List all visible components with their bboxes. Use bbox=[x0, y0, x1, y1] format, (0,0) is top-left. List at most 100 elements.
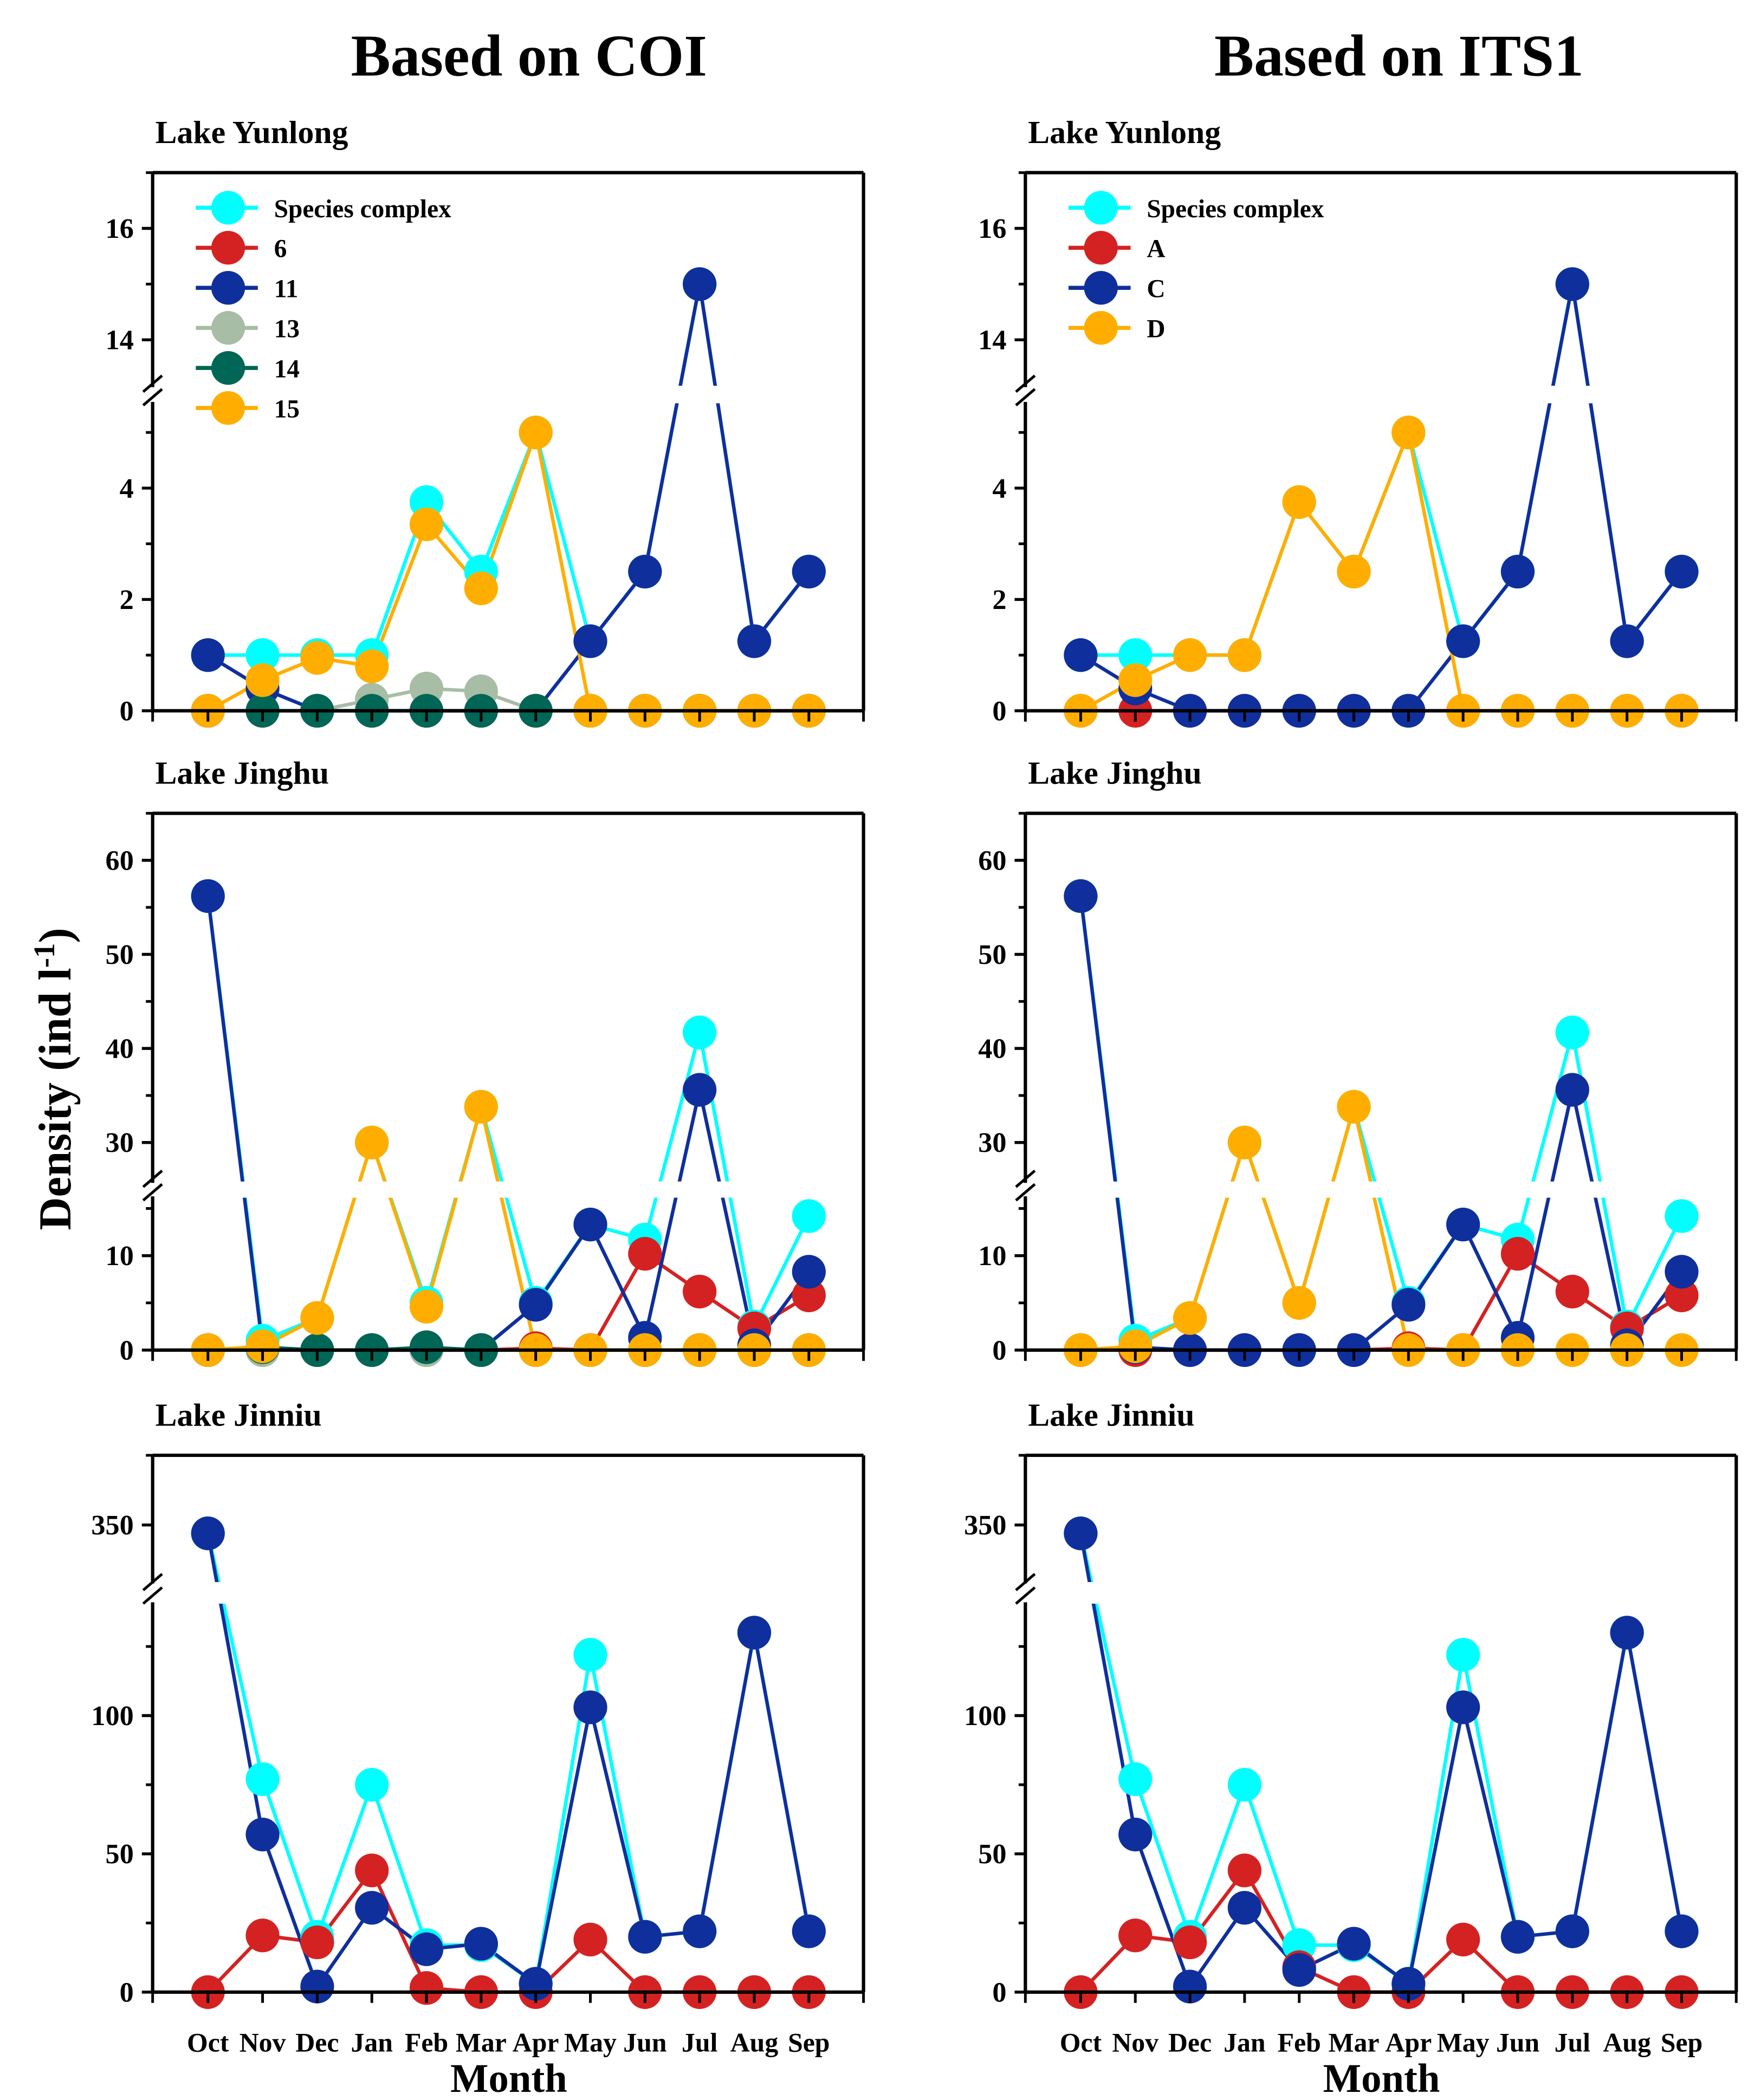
data-point-15 bbox=[409, 1289, 444, 1324]
legend-marker bbox=[1084, 311, 1118, 345]
legend-label: 15 bbox=[274, 395, 300, 423]
data-point-c bbox=[1446, 624, 1480, 658]
x-tick-label: Feb bbox=[1278, 2027, 1321, 2057]
data-point-d bbox=[1391, 416, 1426, 450]
data-point-c bbox=[1064, 1516, 1098, 1551]
axis-break-gap bbox=[1028, 1582, 1734, 1604]
y-tick-label: 100 bbox=[964, 1700, 1006, 1732]
data-point-15 bbox=[519, 416, 553, 450]
y-tick-label: 60 bbox=[106, 845, 134, 876]
lake-title: Lake Jinniu bbox=[1028, 1397, 1194, 1433]
x-tick-label: Dec bbox=[1168, 2027, 1212, 2057]
data-point-a bbox=[1227, 1853, 1261, 1888]
data-point-6 bbox=[683, 1274, 717, 1308]
axis-break-mark bbox=[1015, 1169, 1036, 1188]
data-point-11 bbox=[683, 1914, 717, 1948]
data-point-d bbox=[1282, 1286, 1316, 1320]
panel-its1-row0: Lake Yunlong 0 2 4 14 16 Species complex ACD bbox=[978, 114, 1738, 728]
x-tick-label: Sep bbox=[1661, 2027, 1703, 2057]
legend-marker bbox=[211, 351, 245, 385]
legend-label: D bbox=[1147, 315, 1165, 343]
data-point-a bbox=[1665, 1278, 1699, 1312]
legend-label: Species complex bbox=[1147, 195, 1324, 223]
data-point-11 bbox=[792, 1255, 826, 1289]
data-point-11 bbox=[573, 624, 607, 658]
y-tick-label: 14 bbox=[106, 325, 134, 356]
axis-break-mark bbox=[142, 374, 163, 393]
data-point-11 bbox=[628, 1920, 662, 1954]
data-point-species-complex bbox=[245, 1762, 280, 1797]
data-point-d bbox=[1337, 1090, 1371, 1124]
data-point-species-complex bbox=[1118, 1762, 1153, 1797]
x-tick-label: Nov bbox=[1112, 2027, 1158, 2057]
y-tick-label: 0 bbox=[992, 1334, 1006, 1366]
data-point-d bbox=[1227, 638, 1261, 672]
axis-break-mark bbox=[142, 1183, 163, 1202]
y-tick-label: 0 bbox=[120, 695, 134, 727]
data-point-11 bbox=[245, 1817, 280, 1852]
lake-title: Lake Yunlong bbox=[156, 114, 348, 150]
y-tick-label: 4 bbox=[992, 472, 1006, 504]
y-tick-label: 10 bbox=[106, 1240, 134, 1272]
data-point-d bbox=[1282, 485, 1316, 519]
lake-title: Lake Yunlong bbox=[1028, 114, 1221, 150]
data-point-11 bbox=[191, 879, 225, 913]
data-point-c bbox=[1391, 1288, 1426, 1322]
data-point-c bbox=[1610, 1616, 1644, 1650]
data-point-species-complex bbox=[683, 1015, 717, 1049]
y-tick-label: 4 bbox=[120, 472, 134, 504]
data-point-15 bbox=[409, 507, 444, 541]
axis-break-mark bbox=[1015, 1183, 1036, 1202]
legend-label: 6 bbox=[274, 235, 287, 263]
panel-coi-row0: Lake Yunlong 0 2 4 14 16 Species complex 6 11 13 1… bbox=[106, 114, 865, 728]
series-line-a bbox=[1080, 1251, 1683, 1352]
axis-break-mark bbox=[142, 1586, 163, 1605]
y-axis-label: Density (ind l-1) bbox=[28, 928, 81, 1230]
data-point-c bbox=[1500, 554, 1535, 589]
data-point-d bbox=[1118, 663, 1153, 697]
panel-coi-row2: Lake Jinniu 0 50 100 350 Oct Nov Dec Jan Feb Mar Ap… bbox=[91, 1397, 865, 2057]
data-point-c bbox=[1227, 1891, 1261, 1925]
lake-title: Lake Jinghu bbox=[156, 755, 329, 790]
series-line-13 bbox=[208, 686, 809, 713]
data-point-c bbox=[1337, 1927, 1371, 1961]
data-point-11 bbox=[573, 1208, 607, 1242]
data-point-11 bbox=[792, 1914, 826, 1948]
panel-its1-row1: Lake Jinghu 0 10 30 40 50 60 bbox=[978, 755, 1738, 1367]
axis-break-mark bbox=[142, 1169, 163, 1188]
x-tick-label: Feb bbox=[405, 2027, 448, 2057]
legend-marker bbox=[211, 231, 245, 265]
y-tick-label: 0 bbox=[120, 1334, 134, 1366]
data-point-c bbox=[1064, 879, 1098, 913]
y-tick-label: 50 bbox=[978, 939, 1006, 970]
data-point-c bbox=[1446, 1690, 1480, 1725]
axis-break-mark bbox=[1015, 388, 1036, 406]
legend-marker bbox=[211, 271, 245, 305]
data-point-15 bbox=[300, 1301, 334, 1335]
axis-break-mark bbox=[142, 388, 163, 406]
data-point-species-complex bbox=[573, 1638, 607, 1672]
data-point-11 bbox=[464, 1927, 498, 1961]
x-tick-label: Oct bbox=[1060, 2027, 1102, 2057]
data-point-11 bbox=[191, 638, 225, 672]
data-point-6 bbox=[245, 1918, 280, 1953]
y-tick-label: 2 bbox=[992, 584, 1006, 615]
x-tick-label: Mar bbox=[1329, 2027, 1380, 2057]
x-tick-label: May bbox=[1437, 2027, 1490, 2057]
y-tick-label: 40 bbox=[106, 1033, 134, 1065]
data-point-11 bbox=[628, 554, 662, 589]
data-point-a bbox=[1500, 1237, 1535, 1271]
data-point-c bbox=[1064, 638, 1098, 672]
data-point-11 bbox=[683, 1073, 717, 1107]
data-point-c bbox=[1118, 1817, 1153, 1852]
data-point-11 bbox=[191, 1516, 225, 1551]
data-point-d bbox=[1173, 1301, 1207, 1335]
lake-title: Lake Jinniu bbox=[156, 1397, 322, 1433]
data-point-species-complex bbox=[1665, 1199, 1699, 1233]
y-tick-label: 100 bbox=[91, 1700, 133, 1732]
data-point-6 bbox=[792, 1278, 826, 1312]
data-point-c bbox=[1173, 1969, 1207, 2004]
data-point-d bbox=[1227, 1125, 1261, 1159]
data-point-species-complex bbox=[1446, 1638, 1480, 1672]
